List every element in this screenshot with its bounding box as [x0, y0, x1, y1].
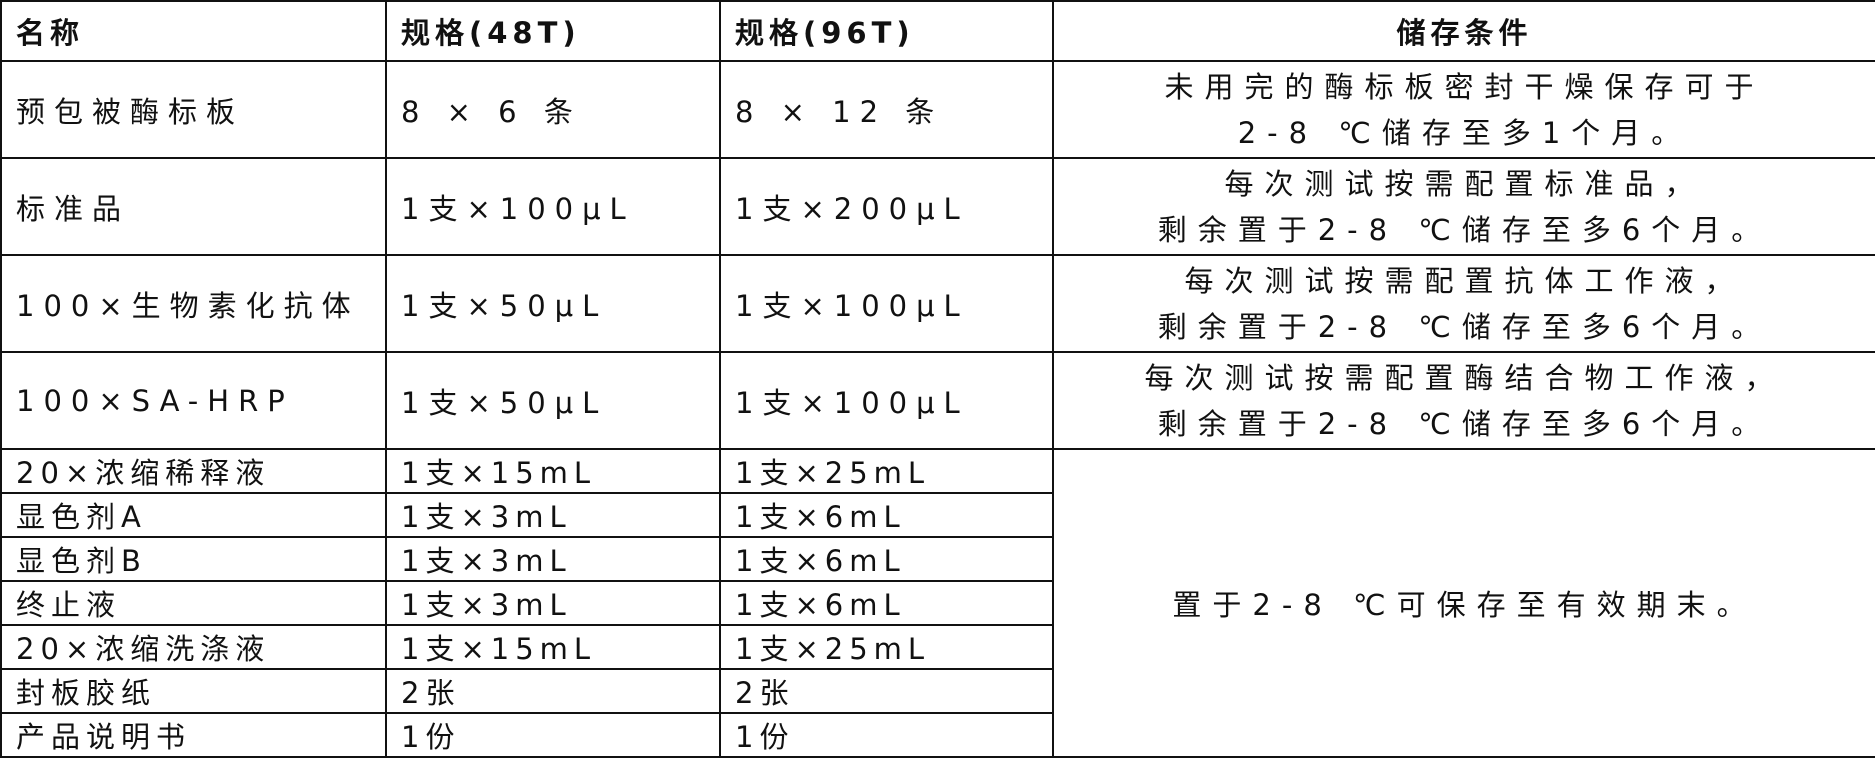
spec-48t: 1支×15mL [385, 448, 721, 494]
storage-line-1: 每次测试按需配置抗体工作液， [1184, 263, 1745, 298]
component-name: 产品说明书 [0, 712, 387, 758]
storage-line-1: 未用完的酶标板密封干燥保存可于 [1164, 69, 1765, 104]
table-row: 100×SA-HRP 1支×50μL 1支×100μL 每次测试按需配置酶结合物工作液… [0, 351, 1875, 450]
header-spec-48t: 规格(48T) [385, 0, 721, 62]
spec-96t: 1支×6mL [719, 580, 1054, 626]
component-name: 100×生物素化抗体 [0, 254, 387, 353]
storage-condition: 未用完的酶标板密封干燥保存可于 2-8 ℃储存至多1个月。 [1052, 60, 1875, 159]
component-name: 终止液 [0, 580, 387, 626]
storage-condition: 每次测试按需配置抗体工作液， 剩余置于2-8 ℃储存至多6个月。 [1052, 254, 1875, 353]
table-row: 封板胶纸 2张 2张 [0, 668, 1875, 714]
component-name: 预包被酶标板 [0, 60, 387, 159]
table-row: 20×浓缩洗涤液 1支×15mL 1支×25mL [0, 624, 1875, 670]
spec-48t: 1支×100μL [385, 157, 721, 256]
header-spec-96t: 规格(96T) [719, 0, 1054, 62]
table-row: 标准品 1支×100μL 1支×200μL 每次测试按需配置标准品， 剩余置于2-8 ℃… [0, 157, 1875, 256]
storage-line-2: 剩余置于2-8 ℃储存至多6个月。 [1157, 406, 1772, 441]
storage-line-2: 2-8 ℃储存至多1个月。 [1237, 115, 1692, 150]
component-name: 封板胶纸 [0, 668, 387, 714]
spec-96t: 1支×25mL [719, 624, 1054, 670]
table-row: 显色剂A 1支×3mL 1支×6mL [0, 492, 1875, 538]
spec-96t: 1支×6mL [719, 492, 1054, 538]
spec-48t: 1支×3mL [385, 536, 721, 582]
table-row: 20×浓缩稀释液 1支×15mL 1支×25mL 置于2-8 ℃可保存至有效期末。 [0, 448, 1875, 758]
storage-line-2: 剩余置于2-8 ℃储存至多6个月。 [1157, 212, 1772, 247]
component-name: 标准品 [0, 157, 387, 256]
spec-48t: 1支×50μL [385, 351, 721, 450]
spec-48t: 1支×3mL [385, 580, 721, 626]
spec-48t: 8 × 6 条 [385, 60, 721, 159]
component-name: 20×浓缩稀释液 [0, 448, 387, 494]
component-name: 20×浓缩洗涤液 [0, 624, 387, 670]
spec-96t: 2张 [719, 668, 1054, 714]
component-name: 显色剂A [0, 492, 387, 538]
table-row: 显色剂B 1支×3mL 1支×6mL [0, 536, 1875, 582]
shared-storage-condition: 置于2-8 ℃可保存至有效期末。 [1052, 448, 1875, 758]
spec-96t: 1支×200μL [719, 157, 1054, 256]
table-row: 100×生物素化抗体 1支×50μL 1支×100μL 每次测试按需配置抗体工作液， 剩… [0, 254, 1875, 353]
header-name: 名称 [0, 0, 387, 62]
storage-condition: 每次测试按需配置酶结合物工作液， 剩余置于2-8 ℃储存至多6个月。 [1052, 351, 1875, 450]
spec-96t: 8 × 12 条 [719, 60, 1054, 159]
component-name: 100×SA-HRP [0, 351, 387, 450]
spec-96t: 1支×100μL [719, 351, 1054, 450]
spec-96t: 1支×25mL [719, 448, 1054, 494]
header-storage: 储存条件 [1052, 0, 1875, 62]
component-name: 显色剂B [0, 536, 387, 582]
spec-96t: 1支×100μL [719, 254, 1054, 353]
spec-96t: 1份 [719, 712, 1054, 758]
spec-48t: 1支×15mL [385, 624, 721, 670]
storage-condition: 每次测试按需配置标准品， 剩余置于2-8 ℃储存至多6个月。 [1052, 157, 1875, 256]
spec-96t: 1支×6mL [719, 536, 1054, 582]
spec-48t: 1份 [385, 712, 721, 758]
storage-line-2: 剩余置于2-8 ℃储存至多6个月。 [1157, 309, 1772, 344]
table-row: 终止液 1支×3mL 1支×6mL [0, 580, 1875, 626]
spec-48t: 1支×3mL [385, 492, 721, 538]
storage-line-1: 每次测试按需配置酶结合物工作液， [1144, 360, 1785, 395]
spec-48t: 2张 [385, 668, 721, 714]
spec-48t: 1支×50μL [385, 254, 721, 353]
header-row: 名称 规格(48T) 规格(96T) 储存条件 [0, 0, 1875, 62]
storage-line-1: 每次测试按需配置标准品， [1224, 166, 1705, 201]
